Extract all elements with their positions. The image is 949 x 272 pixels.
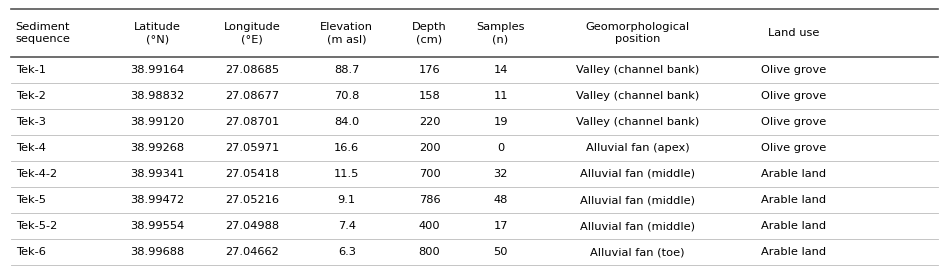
Text: 27.08685: 27.08685 bbox=[225, 65, 279, 75]
Text: Alluvial fan (apex): Alluvial fan (apex) bbox=[586, 143, 690, 153]
Text: Land use: Land use bbox=[768, 28, 820, 38]
Text: 158: 158 bbox=[419, 91, 440, 101]
Text: 0: 0 bbox=[497, 143, 504, 153]
Text: Arable land: Arable land bbox=[761, 195, 827, 205]
Text: 38.99120: 38.99120 bbox=[130, 117, 185, 127]
Text: 38.99688: 38.99688 bbox=[130, 247, 185, 257]
Text: Alluvial fan (middle): Alluvial fan (middle) bbox=[580, 169, 696, 179]
Text: 16.6: 16.6 bbox=[334, 143, 360, 153]
Text: Tek-2: Tek-2 bbox=[15, 91, 46, 101]
Text: Arable land: Arable land bbox=[761, 169, 827, 179]
Text: Sediment
sequence: Sediment sequence bbox=[15, 22, 70, 44]
Text: 6.3: 6.3 bbox=[338, 247, 356, 257]
Text: 220: 220 bbox=[419, 117, 440, 127]
Text: Tek-5: Tek-5 bbox=[15, 195, 46, 205]
Text: Tek-5-2: Tek-5-2 bbox=[15, 221, 57, 231]
Text: 38.99268: 38.99268 bbox=[130, 143, 184, 153]
Text: Geomorphological
position: Geomorphological position bbox=[586, 22, 690, 44]
Text: 11.5: 11.5 bbox=[334, 169, 360, 179]
Text: 88.7: 88.7 bbox=[334, 65, 360, 75]
Text: 27.05216: 27.05216 bbox=[225, 195, 279, 205]
Text: 38.99472: 38.99472 bbox=[130, 195, 184, 205]
Text: Elevation
(m asl): Elevation (m asl) bbox=[320, 22, 373, 44]
Text: Arable land: Arable land bbox=[761, 221, 827, 231]
Text: 27.04988: 27.04988 bbox=[225, 221, 279, 231]
Text: Olive grove: Olive grove bbox=[761, 117, 827, 127]
Text: Olive grove: Olive grove bbox=[761, 91, 827, 101]
Text: Latitude
(°N): Latitude (°N) bbox=[134, 22, 181, 44]
Text: Tek-4-2: Tek-4-2 bbox=[15, 169, 57, 179]
Text: Valley (channel bank): Valley (channel bank) bbox=[576, 91, 699, 101]
Text: 17: 17 bbox=[493, 221, 508, 231]
Text: 11: 11 bbox=[493, 91, 508, 101]
Text: Olive grove: Olive grove bbox=[761, 65, 827, 75]
Text: 14: 14 bbox=[493, 65, 508, 75]
Text: Valley (channel bank): Valley (channel bank) bbox=[576, 117, 699, 127]
Text: 27.04662: 27.04662 bbox=[225, 247, 279, 257]
Text: 50: 50 bbox=[493, 247, 508, 257]
Text: Valley (channel bank): Valley (channel bank) bbox=[576, 65, 699, 75]
Text: Samples
(n): Samples (n) bbox=[476, 22, 525, 44]
Text: 176: 176 bbox=[419, 65, 440, 75]
Text: Alluvial fan (middle): Alluvial fan (middle) bbox=[580, 195, 696, 205]
Text: Olive grove: Olive grove bbox=[761, 143, 827, 153]
Text: 27.08677: 27.08677 bbox=[225, 91, 279, 101]
Text: 38.98832: 38.98832 bbox=[130, 91, 185, 101]
Text: 700: 700 bbox=[419, 169, 440, 179]
Text: 27.05418: 27.05418 bbox=[225, 169, 279, 179]
Text: 27.08701: 27.08701 bbox=[225, 117, 279, 127]
Text: 38.99554: 38.99554 bbox=[130, 221, 185, 231]
Text: 9.1: 9.1 bbox=[338, 195, 356, 205]
Text: 200: 200 bbox=[419, 143, 440, 153]
Text: 70.8: 70.8 bbox=[334, 91, 360, 101]
Text: Alluvial fan (middle): Alluvial fan (middle) bbox=[580, 221, 696, 231]
Text: Tek-4: Tek-4 bbox=[15, 143, 46, 153]
Text: 800: 800 bbox=[419, 247, 440, 257]
Text: 27.05971: 27.05971 bbox=[225, 143, 279, 153]
Text: 48: 48 bbox=[493, 195, 508, 205]
Text: 38.99341: 38.99341 bbox=[130, 169, 185, 179]
Text: Alluvial fan (toe): Alluvial fan (toe) bbox=[590, 247, 685, 257]
Text: 38.99164: 38.99164 bbox=[130, 65, 184, 75]
Text: Arable land: Arable land bbox=[761, 247, 827, 257]
Text: Tek-3: Tek-3 bbox=[15, 117, 46, 127]
Text: Tek-6: Tek-6 bbox=[15, 247, 46, 257]
Text: 84.0: 84.0 bbox=[334, 117, 360, 127]
Text: Depth
(cm): Depth (cm) bbox=[412, 22, 447, 44]
Text: 400: 400 bbox=[419, 221, 440, 231]
Text: Longitude
(°E): Longitude (°E) bbox=[224, 22, 281, 44]
Text: 7.4: 7.4 bbox=[338, 221, 356, 231]
Text: 19: 19 bbox=[493, 117, 508, 127]
Text: Tek-1: Tek-1 bbox=[15, 65, 46, 75]
Text: 786: 786 bbox=[419, 195, 440, 205]
Text: 32: 32 bbox=[493, 169, 508, 179]
